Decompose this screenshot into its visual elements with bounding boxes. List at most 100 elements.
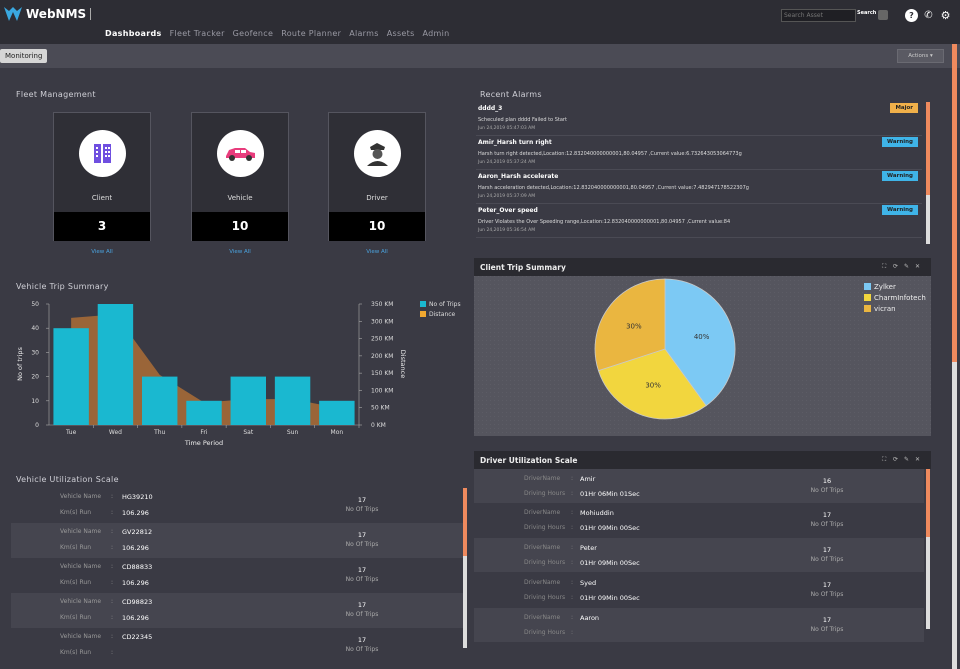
alarm-item[interactable]: Aaron_Harsh accelerate Harsh acceleratio… xyxy=(476,171,922,204)
table-row[interactable]: Vehicle Name : GV22812 Km(s) Run : 106.2… xyxy=(11,523,463,558)
client-view-all-link[interactable]: View All xyxy=(91,249,113,255)
trips-label: No Of Trips xyxy=(345,541,379,548)
edit-icon[interactable]: ✎ xyxy=(904,263,910,270)
table-row[interactable]: DriverName : Peter Driving Hours : 01Hr … xyxy=(474,538,924,572)
vehicle-name-key: Vehicle Name xyxy=(60,563,102,570)
alarm-title: Aaron_Harsh accelerate xyxy=(478,173,559,180)
driver-name-value: Mohiuddin xyxy=(580,509,614,517)
table-row[interactable]: DriverName : Syed Driving Hours : 01Hr 0… xyxy=(474,573,924,607)
km-run-value: 106.296 xyxy=(122,544,149,552)
edit-icon[interactable]: ✎ xyxy=(904,456,910,463)
app-logo[interactable]: WebNMS xyxy=(4,7,92,21)
help-icon[interactable]: ? xyxy=(905,9,918,22)
legend-swatch xyxy=(420,311,426,317)
vehicle-label: Vehicle xyxy=(227,194,253,202)
y2-axis-label: Distance xyxy=(399,350,407,378)
separator: : xyxy=(571,614,574,621)
x-tick-label: Wed xyxy=(109,429,122,436)
x-axis-label: Time Period xyxy=(184,439,223,447)
km-run-key: Km(s) Run xyxy=(60,649,91,656)
separator: : xyxy=(111,579,114,586)
alarm-item[interactable]: dddd_3 Scheculed plan dddd Failed to Sta… xyxy=(476,103,922,136)
app-name: WebNMS xyxy=(26,7,87,21)
nav-geofence[interactable]: Geofence xyxy=(232,29,274,38)
separator: : xyxy=(571,594,574,601)
search-button[interactable]: Search xyxy=(857,10,877,16)
table-row[interactable]: DriverName : Amir Driving Hours : 01Hr 0… xyxy=(474,469,924,503)
alarm-item[interactable]: Peter_Over speed Driver Violates the Ove… xyxy=(476,205,922,238)
table-row[interactable]: Vehicle Name : CD98823 Km(s) Run : 106.2… xyxy=(11,593,463,628)
table-row[interactable]: DriverName : Mohiuddin Driving Hours : 0… xyxy=(474,503,924,537)
severity-badge: Major xyxy=(890,103,918,113)
vehicle-view-all-link[interactable]: View All xyxy=(229,249,251,255)
driving-hours-key: Driving Hours xyxy=(524,490,566,497)
trips-count: 17 xyxy=(357,531,367,539)
tab-monitoring[interactable]: Monitoring xyxy=(0,49,48,63)
expand-icon[interactable]: ⛶ xyxy=(882,263,887,270)
nav-assets[interactable]: Assets xyxy=(386,29,415,38)
alarm-desc: Harsh turn right detected,Location:12.83… xyxy=(478,151,742,157)
phone-icon[interactable]: ✆ xyxy=(924,10,933,21)
bar-trips xyxy=(53,328,89,425)
km-run-key: Km(s) Run xyxy=(60,614,91,621)
separator: : xyxy=(571,475,574,482)
separator: : xyxy=(571,629,574,636)
separator: : xyxy=(571,509,574,516)
table-row[interactable]: DriverName : Aaron Driving Hours : 17 No… xyxy=(474,608,924,642)
building-icon xyxy=(94,144,111,163)
y-tick-label: 20 xyxy=(31,374,39,381)
nav-route-planner[interactable]: Route Planner xyxy=(281,29,342,38)
km-run-key: Km(s) Run xyxy=(60,579,91,586)
refresh-icon[interactable]: ⟳ xyxy=(893,456,899,463)
nav-fleet-tracker[interactable]: Fleet Tracker xyxy=(169,29,225,38)
vehicle-count: 10 xyxy=(192,212,288,241)
alarm-title: Peter_Over speed xyxy=(478,207,538,214)
driver-label: Driver xyxy=(366,194,388,202)
webnms-logo-icon xyxy=(4,7,22,21)
driver-name-value: Aaron xyxy=(580,614,600,622)
trips-count: 16 xyxy=(822,477,832,485)
nav-alarms[interactable]: Alarms xyxy=(349,29,379,38)
nav-admin[interactable]: Admin xyxy=(422,29,450,38)
main-nav: Dashboards Fleet Tracker Geofence Route … xyxy=(105,29,458,38)
driver-name-key: DriverName xyxy=(524,544,561,551)
driver-name-value: Peter xyxy=(580,544,597,552)
search-input[interactable] xyxy=(781,9,856,22)
nav-dashboards[interactable]: Dashboards xyxy=(105,29,162,38)
trips-count: 17 xyxy=(357,566,367,574)
km-run-value: 106.296 xyxy=(122,579,149,587)
client-card[interactable]: Client 3 xyxy=(53,112,151,241)
driver-view-all-link[interactable]: View All xyxy=(366,249,388,255)
separator: : xyxy=(571,579,574,586)
trips-label: No Of Trips xyxy=(810,556,844,563)
driving-hours-key: Driving Hours xyxy=(524,629,566,636)
close-icon[interactable]: ✕ xyxy=(915,263,921,270)
alarms-scroll-thumb[interactable] xyxy=(926,102,930,195)
alarm-item[interactable]: Amir_Harsh turn right Harsh turn right d… xyxy=(476,137,922,170)
actions-dropdown[interactable]: Actions ▾ xyxy=(897,49,944,63)
driver-util-title: Driver Utilization Scale xyxy=(480,456,578,465)
filter-icon[interactable] xyxy=(878,10,888,20)
pie-slice-label: 30% xyxy=(645,382,661,390)
table-row[interactable]: Vehicle Name : CD22345 Km(s) Run : 17 No… xyxy=(11,628,463,663)
expand-icon[interactable]: ⛶ xyxy=(882,456,887,463)
vehicle-util-scrollbar[interactable] xyxy=(463,488,467,648)
table-row[interactable]: Vehicle Name : HG39210 Km(s) Run : 106.2… xyxy=(11,488,463,523)
driver-util-scroll-thumb[interactable] xyxy=(926,469,930,537)
trips-label: No Of Trips xyxy=(345,646,379,653)
y2-tick-label: 300 KM xyxy=(371,318,393,325)
vehicle-util-scroll-thumb[interactable] xyxy=(463,488,467,556)
refresh-icon[interactable]: ⟳ xyxy=(893,263,899,270)
gear-icon[interactable]: ⚙ xyxy=(940,9,951,22)
alarm-time: Jun 24,2019 05:36:54 AM xyxy=(478,228,536,233)
y-tick-label: 10 xyxy=(31,398,39,405)
separator: : xyxy=(111,614,114,621)
driver-card[interactable]: Driver 10 xyxy=(328,112,426,241)
page-scroll-thumb[interactable] xyxy=(952,44,957,362)
legend-swatch xyxy=(864,305,871,312)
close-icon[interactable]: ✕ xyxy=(915,456,921,463)
driver-util-scrollbar[interactable] xyxy=(926,469,930,629)
vehicle-card[interactable]: Vehicle 10 xyxy=(191,112,289,241)
table-row[interactable]: Vehicle Name : CD88833 Km(s) Run : 106.2… xyxy=(11,558,463,593)
alarm-time: Jun 24,2019 05:37:09 AM xyxy=(478,194,536,199)
